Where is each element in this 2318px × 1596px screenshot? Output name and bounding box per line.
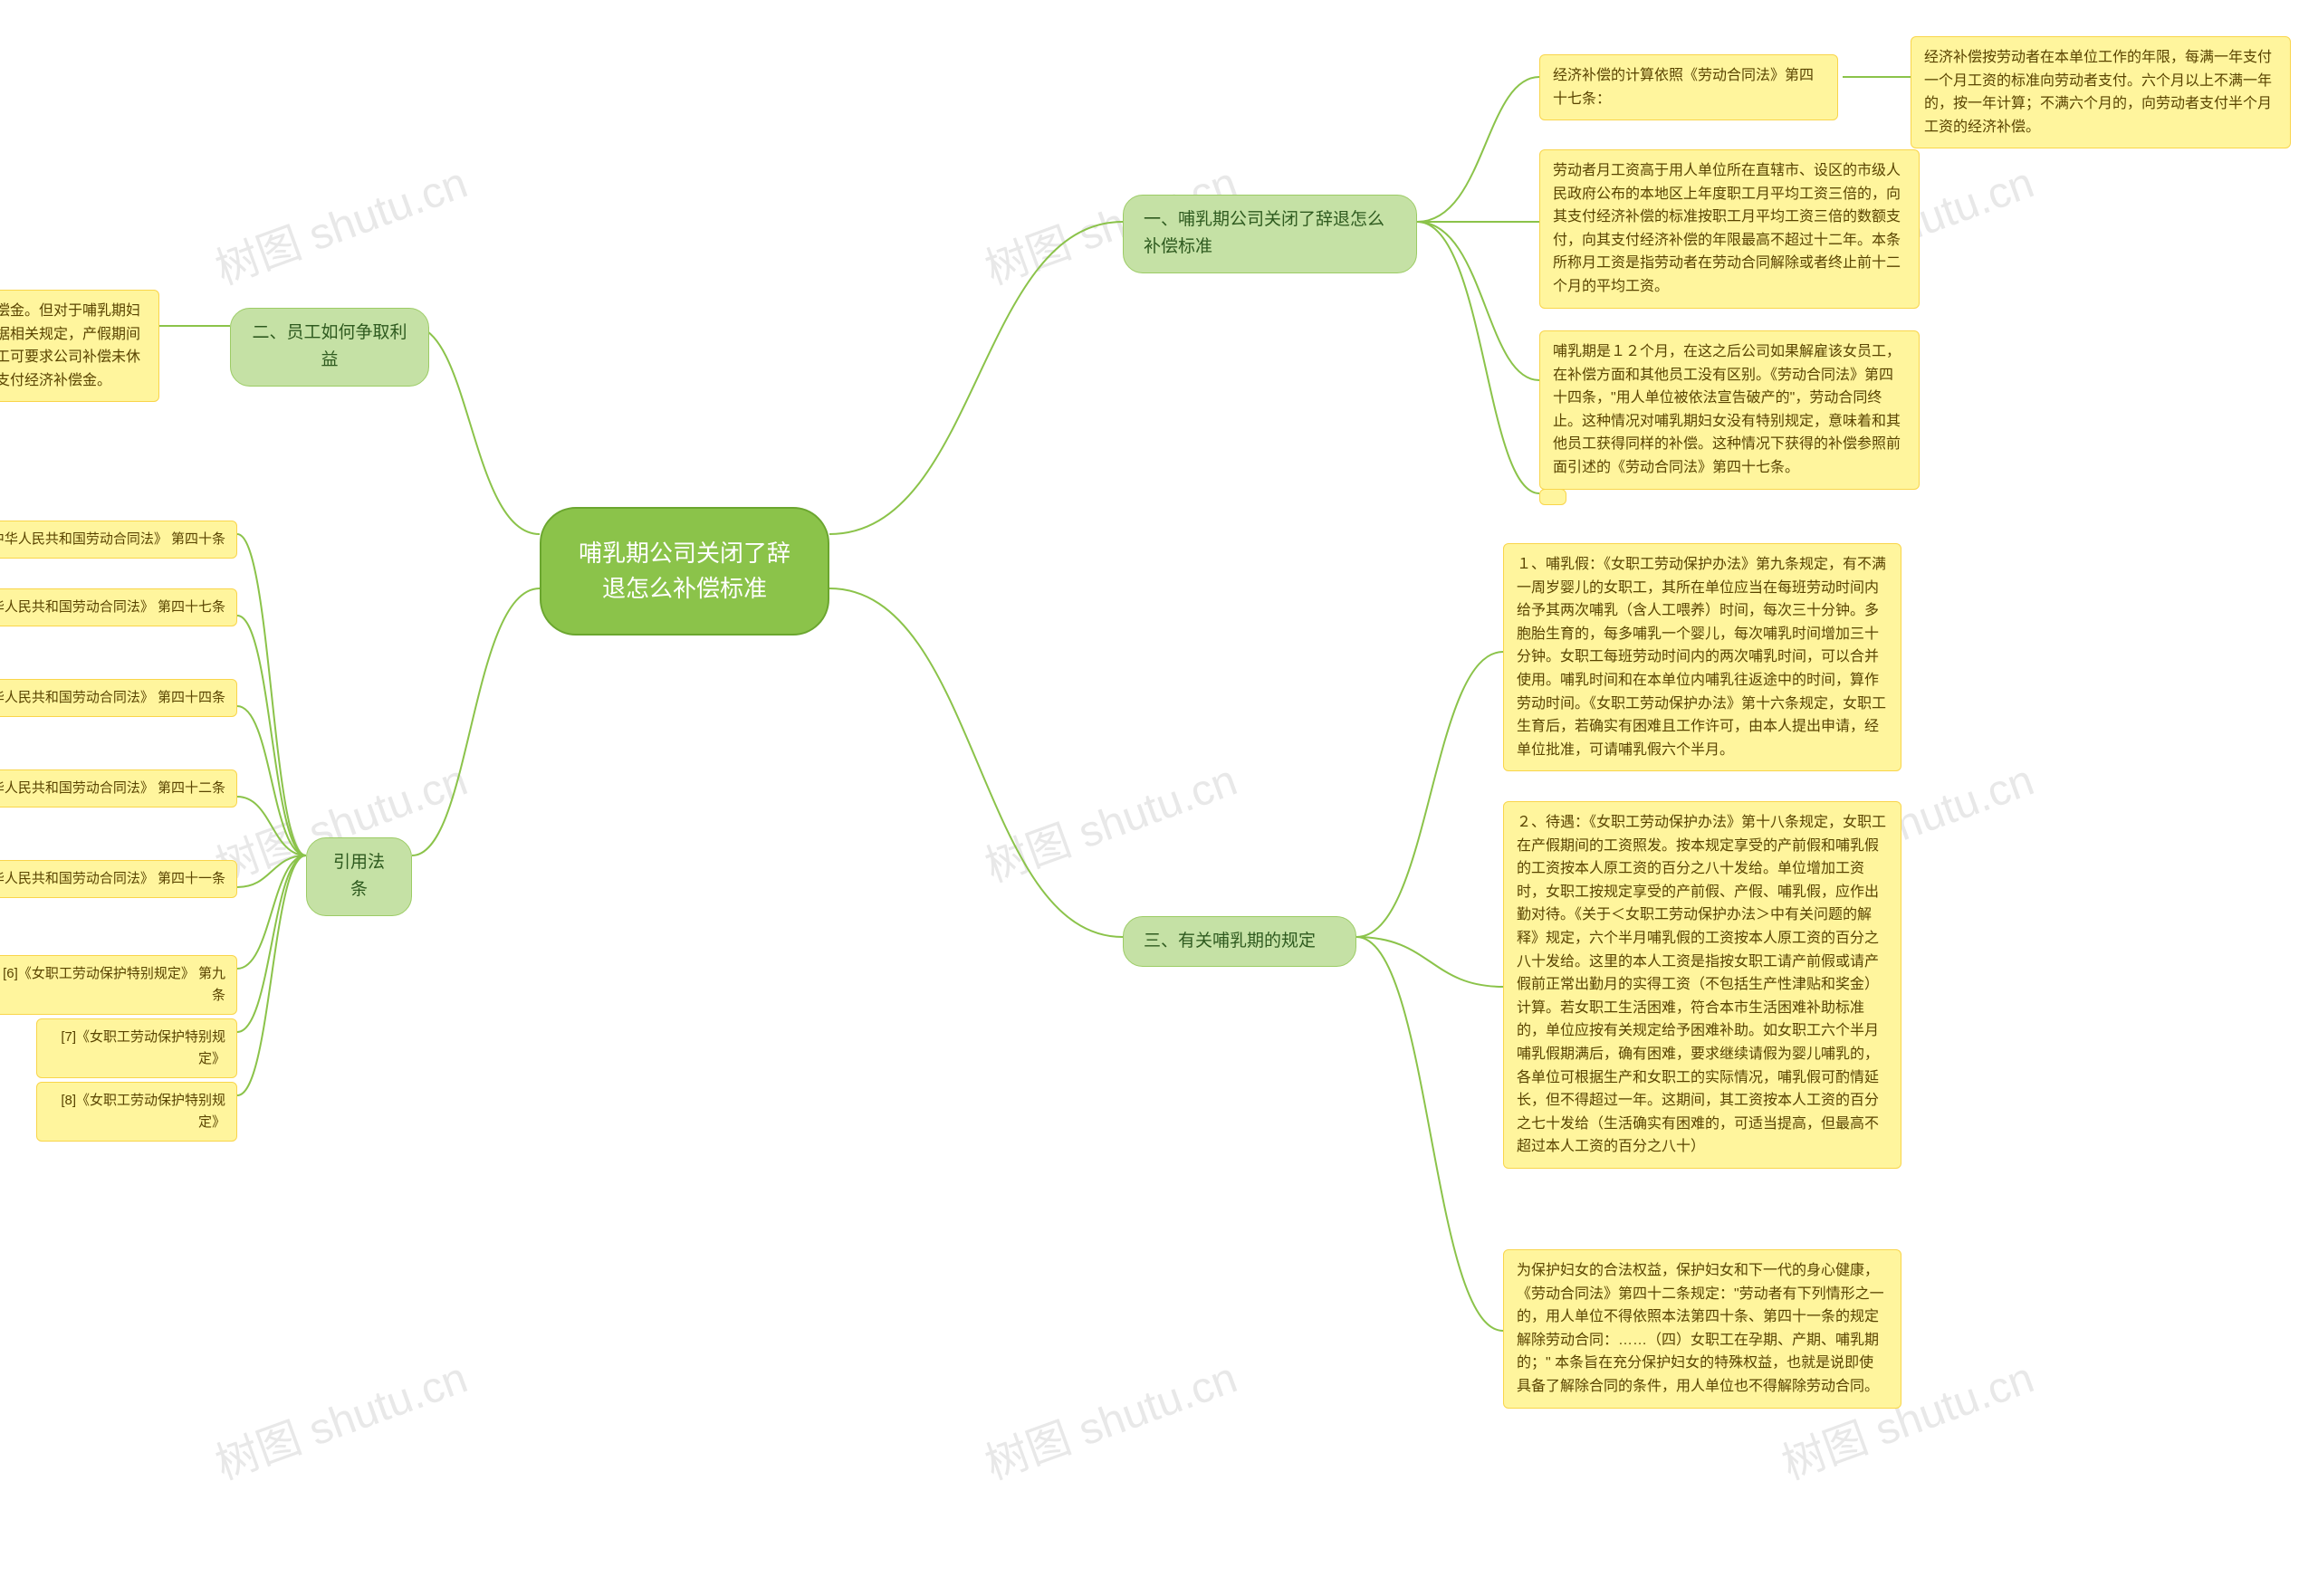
branch-1[interactable]: 一、哺乳期公司关闭了辞退怎么补偿标准 — [1123, 195, 1417, 273]
branch-2[interactable]: 二、员工如何争取利益 — [230, 308, 429, 387]
watermark: 树图 shutu.cn — [206, 1342, 474, 1491]
ref-7[interactable]: [7]《女职工劳动保护特别规定》 — [36, 1018, 237, 1078]
ref-6[interactable]: [6]《女职工劳动保护特别规定》 第九条 — [0, 955, 237, 1015]
watermark: 树图 shutu.cn — [975, 1342, 1244, 1491]
branch1-leaf-1[interactable]: 经济补偿的计算依照《劳动合同法》第四十七条： — [1539, 54, 1838, 120]
branch3-leaf-2[interactable]: ２、待遇：《女职工劳动保护办法》第十八条规定，女职工在产假期间的工资照发。按本规… — [1503, 801, 1901, 1169]
branch1-leaf-4-empty[interactable] — [1539, 489, 1566, 505]
branch-4[interactable]: 引用法条 — [306, 837, 412, 916]
watermark: 树图 shutu.cn — [206, 147, 474, 296]
ref-8[interactable]: [8]《女职工劳动保护特别规定》 — [36, 1082, 237, 1142]
branch1-leaf-3[interactable]: 哺乳期是１２个月，在这之后公司如果解雇该女员工，在补偿方面和其他员工没有区别。《… — [1539, 330, 1920, 490]
branch1-leaf-2[interactable]: 劳动者月工资高于用人单位所在直辖市、设区的市级人民政府公布的本地区上年度职工月平… — [1539, 149, 1920, 309]
branch1-leaf-1-detail[interactable]: 经济补偿按劳动者在本单位工作的年限，每满一年支付一个月工资的标准向劳动者支付。六… — [1911, 36, 2291, 148]
ref-2[interactable]: [2]《中华人民共和国劳动合同法》 第四十七条 — [0, 588, 237, 626]
ref-5[interactable]: [5]《中华人民共和国劳动合同法》 第四十一条 — [0, 860, 237, 898]
ref-3[interactable]: [3]《中华人民共和国劳动合同法》 第四十四条 — [0, 679, 237, 717]
branch3-leaf-3[interactable]: 为保护妇女的合法权益，保护妇女和下一代的身心健康，《劳动合同法》第四十二条规定：… — [1503, 1249, 1901, 1409]
branch-3[interactable]: 三、有关哺乳期的规定 — [1123, 916, 1356, 967]
branch3-leaf-1[interactable]: １、哺乳假：《女职工劳动保护办法》第九条规定，有不满一周岁婴儿的女职工，其所在单… — [1503, 543, 1901, 771]
root-node[interactable]: 哺乳期公司关闭了辞退怎么补偿标准 — [540, 507, 829, 636]
ref-4[interactable]: [4]《中华人民共和国劳动合同法》 第四十二条 — [0, 769, 237, 808]
watermark: 树图 shutu.cn — [975, 744, 1244, 894]
branch2-leaf[interactable]: 公司倒闭可获得经济补偿金。但对于哺乳期妇女规定不是很明确，依据相关规定，产假期间… — [0, 290, 159, 402]
ref-1[interactable]: [1]《中华人民共和国劳动合同法》 第四十条 — [0, 521, 237, 559]
